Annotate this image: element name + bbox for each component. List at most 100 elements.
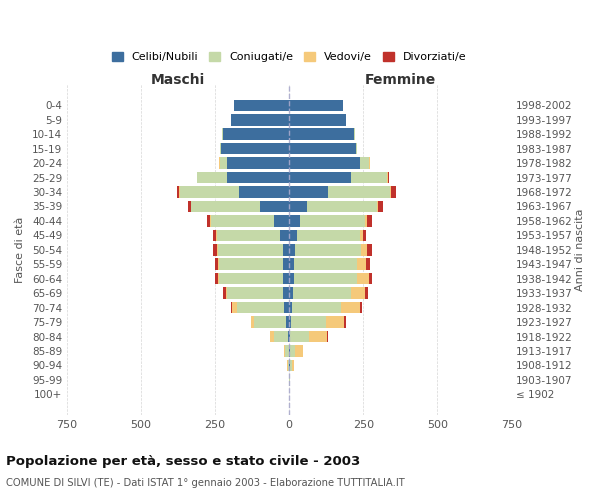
Bar (219, 258, 283, 270)
Bar (179, 186, 239, 198)
Bar (215, 258, 218, 270)
Bar (289, 200, 307, 212)
Bar (361, 230, 364, 241)
Bar (283, 258, 289, 270)
Bar (327, 330, 328, 342)
Bar (176, 186, 179, 198)
Bar (289, 330, 290, 342)
Bar (217, 244, 218, 256)
Bar (284, 345, 285, 357)
Bar (364, 230, 366, 241)
Bar (366, 258, 370, 270)
Bar (288, 330, 289, 342)
Text: Popolazione per età, sesso e stato civile - 2003: Popolazione per età, sesso e stato civil… (6, 455, 360, 468)
Bar (283, 244, 289, 256)
Bar (289, 273, 293, 284)
Bar (289, 244, 295, 256)
Bar (232, 114, 289, 126)
Bar (290, 330, 310, 342)
Bar (289, 230, 296, 241)
Bar (218, 244, 283, 256)
Bar (289, 302, 292, 314)
Bar (293, 288, 350, 299)
Bar (227, 288, 283, 299)
Bar (358, 258, 366, 270)
Legend: Celibi/Nubili, Coniugati/e, Vedovi/e, Divorziati/e: Celibi/Nubili, Coniugati/e, Vedovi/e, Di… (107, 47, 472, 66)
Bar (191, 200, 260, 212)
Bar (231, 302, 232, 314)
Bar (274, 330, 288, 342)
Bar (296, 230, 361, 241)
Bar (365, 288, 368, 299)
Bar (215, 273, 218, 284)
Bar (232, 302, 236, 314)
Bar (217, 230, 280, 241)
Bar (221, 143, 289, 154)
Bar (285, 345, 289, 357)
Bar (361, 302, 362, 314)
Bar (341, 302, 361, 314)
Bar (223, 128, 289, 140)
Bar (227, 172, 289, 184)
Bar (293, 258, 358, 270)
Bar (207, 215, 210, 226)
Bar (369, 273, 372, 284)
Bar (291, 316, 326, 328)
Text: COMUNE DI SILVI (TE) - Dati ISTAT 1° gennaio 2003 - Elaborazione TUTTITALIA.IT: COMUNE DI SILVI (TE) - Dati ISTAT 1° gen… (6, 478, 405, 488)
Bar (284, 302, 289, 314)
Bar (227, 158, 289, 169)
Bar (220, 143, 221, 154)
Text: Femmine: Femmine (365, 72, 436, 86)
Bar (290, 360, 292, 371)
Bar (236, 302, 284, 314)
Bar (361, 158, 369, 169)
Bar (197, 172, 227, 184)
Bar (356, 143, 358, 154)
Bar (310, 330, 327, 342)
Bar (239, 186, 289, 198)
Bar (289, 316, 291, 328)
Bar (223, 288, 226, 299)
Bar (377, 200, 378, 212)
Bar (358, 273, 369, 284)
Bar (292, 302, 341, 314)
Bar (260, 200, 289, 212)
Bar (218, 273, 219, 284)
Bar (211, 215, 274, 226)
Bar (293, 273, 358, 284)
Bar (367, 215, 371, 226)
Bar (352, 172, 387, 184)
Y-axis label: Fasce di età: Fasce di età (15, 216, 25, 283)
Bar (328, 186, 390, 198)
Bar (226, 288, 227, 299)
Bar (344, 316, 346, 328)
Bar (326, 316, 344, 328)
Bar (280, 230, 289, 241)
Y-axis label: Anni di nascita: Anni di nascita (575, 208, 585, 291)
Bar (289, 158, 361, 169)
Bar (286, 316, 289, 328)
Bar (251, 316, 254, 328)
Bar (288, 360, 289, 371)
Bar (283, 273, 289, 284)
Bar (361, 244, 367, 256)
Bar (254, 316, 286, 328)
Bar (378, 200, 383, 212)
Bar (365, 215, 367, 226)
Bar (222, 128, 223, 140)
Bar (289, 258, 293, 270)
Bar (188, 200, 191, 212)
Bar (390, 186, 391, 198)
Bar (307, 200, 377, 212)
Bar (289, 100, 343, 111)
Bar (299, 215, 365, 226)
Bar (270, 330, 274, 342)
Text: Maschi: Maschi (151, 72, 205, 86)
Bar (213, 244, 217, 256)
Bar (388, 172, 389, 184)
Bar (283, 288, 289, 299)
Bar (235, 100, 289, 111)
Bar (274, 215, 289, 226)
Bar (289, 114, 346, 126)
Bar (367, 244, 371, 256)
